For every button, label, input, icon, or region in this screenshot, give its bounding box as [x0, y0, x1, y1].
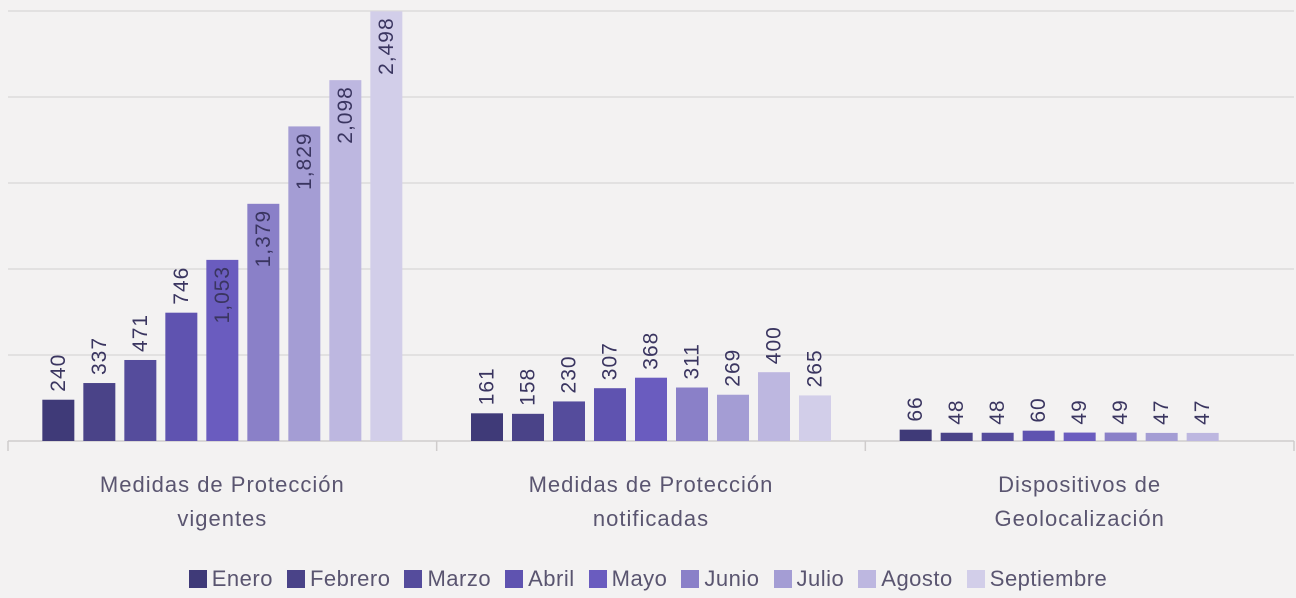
- bar: [329, 80, 362, 442]
- bar: [370, 11, 403, 442]
- bar: [676, 387, 708, 441]
- legend: Enero Febrero Marzo Abril Mayo Junio Julio Agos…: [0, 566, 1296, 592]
- x-tick-label: Medidas de Protección vigentes: [99, 472, 345, 531]
- legend-swatch: [966, 570, 985, 588]
- bar: [206, 259, 239, 441]
- data-label: 240: [47, 354, 70, 392]
- bar: [940, 432, 973, 441]
- legend-label: Mayo: [611, 566, 668, 591]
- bar: [1145, 432, 1178, 441]
- data-label: 337: [88, 337, 111, 375]
- bar: [247, 203, 280, 441]
- bar: [717, 394, 749, 441]
- chart: 240 337 471 746 1,053 1,379 1,829 2,098 2,498 161…: [7, 10, 1295, 451]
- data-label: 265: [804, 349, 827, 387]
- data-label: 368: [640, 332, 663, 370]
- legend-item: Agosto: [858, 566, 953, 592]
- data-label: 307: [599, 342, 622, 380]
- bar: [553, 401, 585, 441]
- bar: [594, 388, 626, 441]
- data-label: 471: [129, 314, 152, 352]
- legend-swatch: [404, 570, 423, 588]
- data-label: 746: [170, 267, 193, 305]
- legend-item: Mayo: [588, 566, 668, 592]
- legend-swatch: [681, 570, 700, 588]
- legend-label: Abril: [528, 566, 575, 591]
- legend-swatch: [858, 570, 877, 588]
- data-label: 47: [1150, 400, 1173, 425]
- data-label: 230: [558, 355, 581, 393]
- data-label: 1,829: [293, 132, 316, 190]
- legend-item: Febrero: [286, 566, 391, 592]
- legend-label: Febrero: [309, 566, 391, 591]
- legend-label: Enero: [211, 566, 273, 591]
- bar: [758, 372, 790, 441]
- bar: [512, 413, 544, 441]
- data-label: 161: [476, 367, 499, 405]
- legend-label: Junio: [704, 566, 760, 591]
- legend-label: Julio: [796, 566, 845, 591]
- legend-item: Junio: [681, 566, 759, 592]
- x-tick-label: Medidas de Protección notificadas: [528, 472, 774, 531]
- bar: [1104, 432, 1137, 441]
- data-label: 49: [1109, 399, 1132, 424]
- data-label: 66: [904, 396, 927, 421]
- data-label: 1,379: [252, 210, 275, 268]
- legend-item: Marzo: [404, 566, 491, 592]
- legend-swatch: [188, 570, 207, 588]
- data-label: 47: [1191, 400, 1214, 425]
- data-label: 48: [986, 399, 1009, 424]
- bar: [799, 395, 831, 441]
- legend-item: Julio: [773, 566, 845, 592]
- legend-item: Septiembre: [966, 566, 1108, 592]
- data-label: 269: [722, 349, 745, 387]
- data-label: 158: [517, 368, 540, 406]
- bar: [165, 312, 198, 441]
- x-tick-label: Dispositivos de Geolocalización: [994, 472, 1165, 531]
- legend-swatch: [505, 570, 524, 588]
- data-label: 400: [763, 326, 786, 364]
- bar: [635, 377, 667, 441]
- data-label: 48: [945, 399, 968, 424]
- bar: [471, 413, 503, 441]
- data-label: 1,053: [211, 266, 234, 324]
- legend-swatch: [588, 570, 607, 588]
- legend-item: Enero: [188, 566, 273, 592]
- legend-swatch: [773, 570, 792, 588]
- legend-label: Agosto: [881, 566, 953, 591]
- bar: [42, 399, 75, 441]
- legend-label: Marzo: [427, 566, 492, 591]
- bar: [288, 126, 321, 442]
- data-label: 49: [1068, 399, 1091, 424]
- legend-swatch: [286, 570, 305, 588]
- bar: [981, 432, 1014, 441]
- data-label: 311: [681, 343, 704, 379]
- legend-item: Abril: [505, 566, 575, 592]
- bar: [124, 359, 157, 441]
- legend-label: Septiembre: [989, 566, 1108, 591]
- bar: [899, 429, 932, 441]
- data-label: 60: [1027, 397, 1050, 422]
- bar: [1186, 432, 1219, 441]
- data-label: 2,098: [334, 86, 357, 144]
- data-label: 2,498: [375, 17, 398, 75]
- bar: [83, 383, 116, 441]
- bar: [1063, 432, 1096, 441]
- bar: [1022, 430, 1055, 441]
